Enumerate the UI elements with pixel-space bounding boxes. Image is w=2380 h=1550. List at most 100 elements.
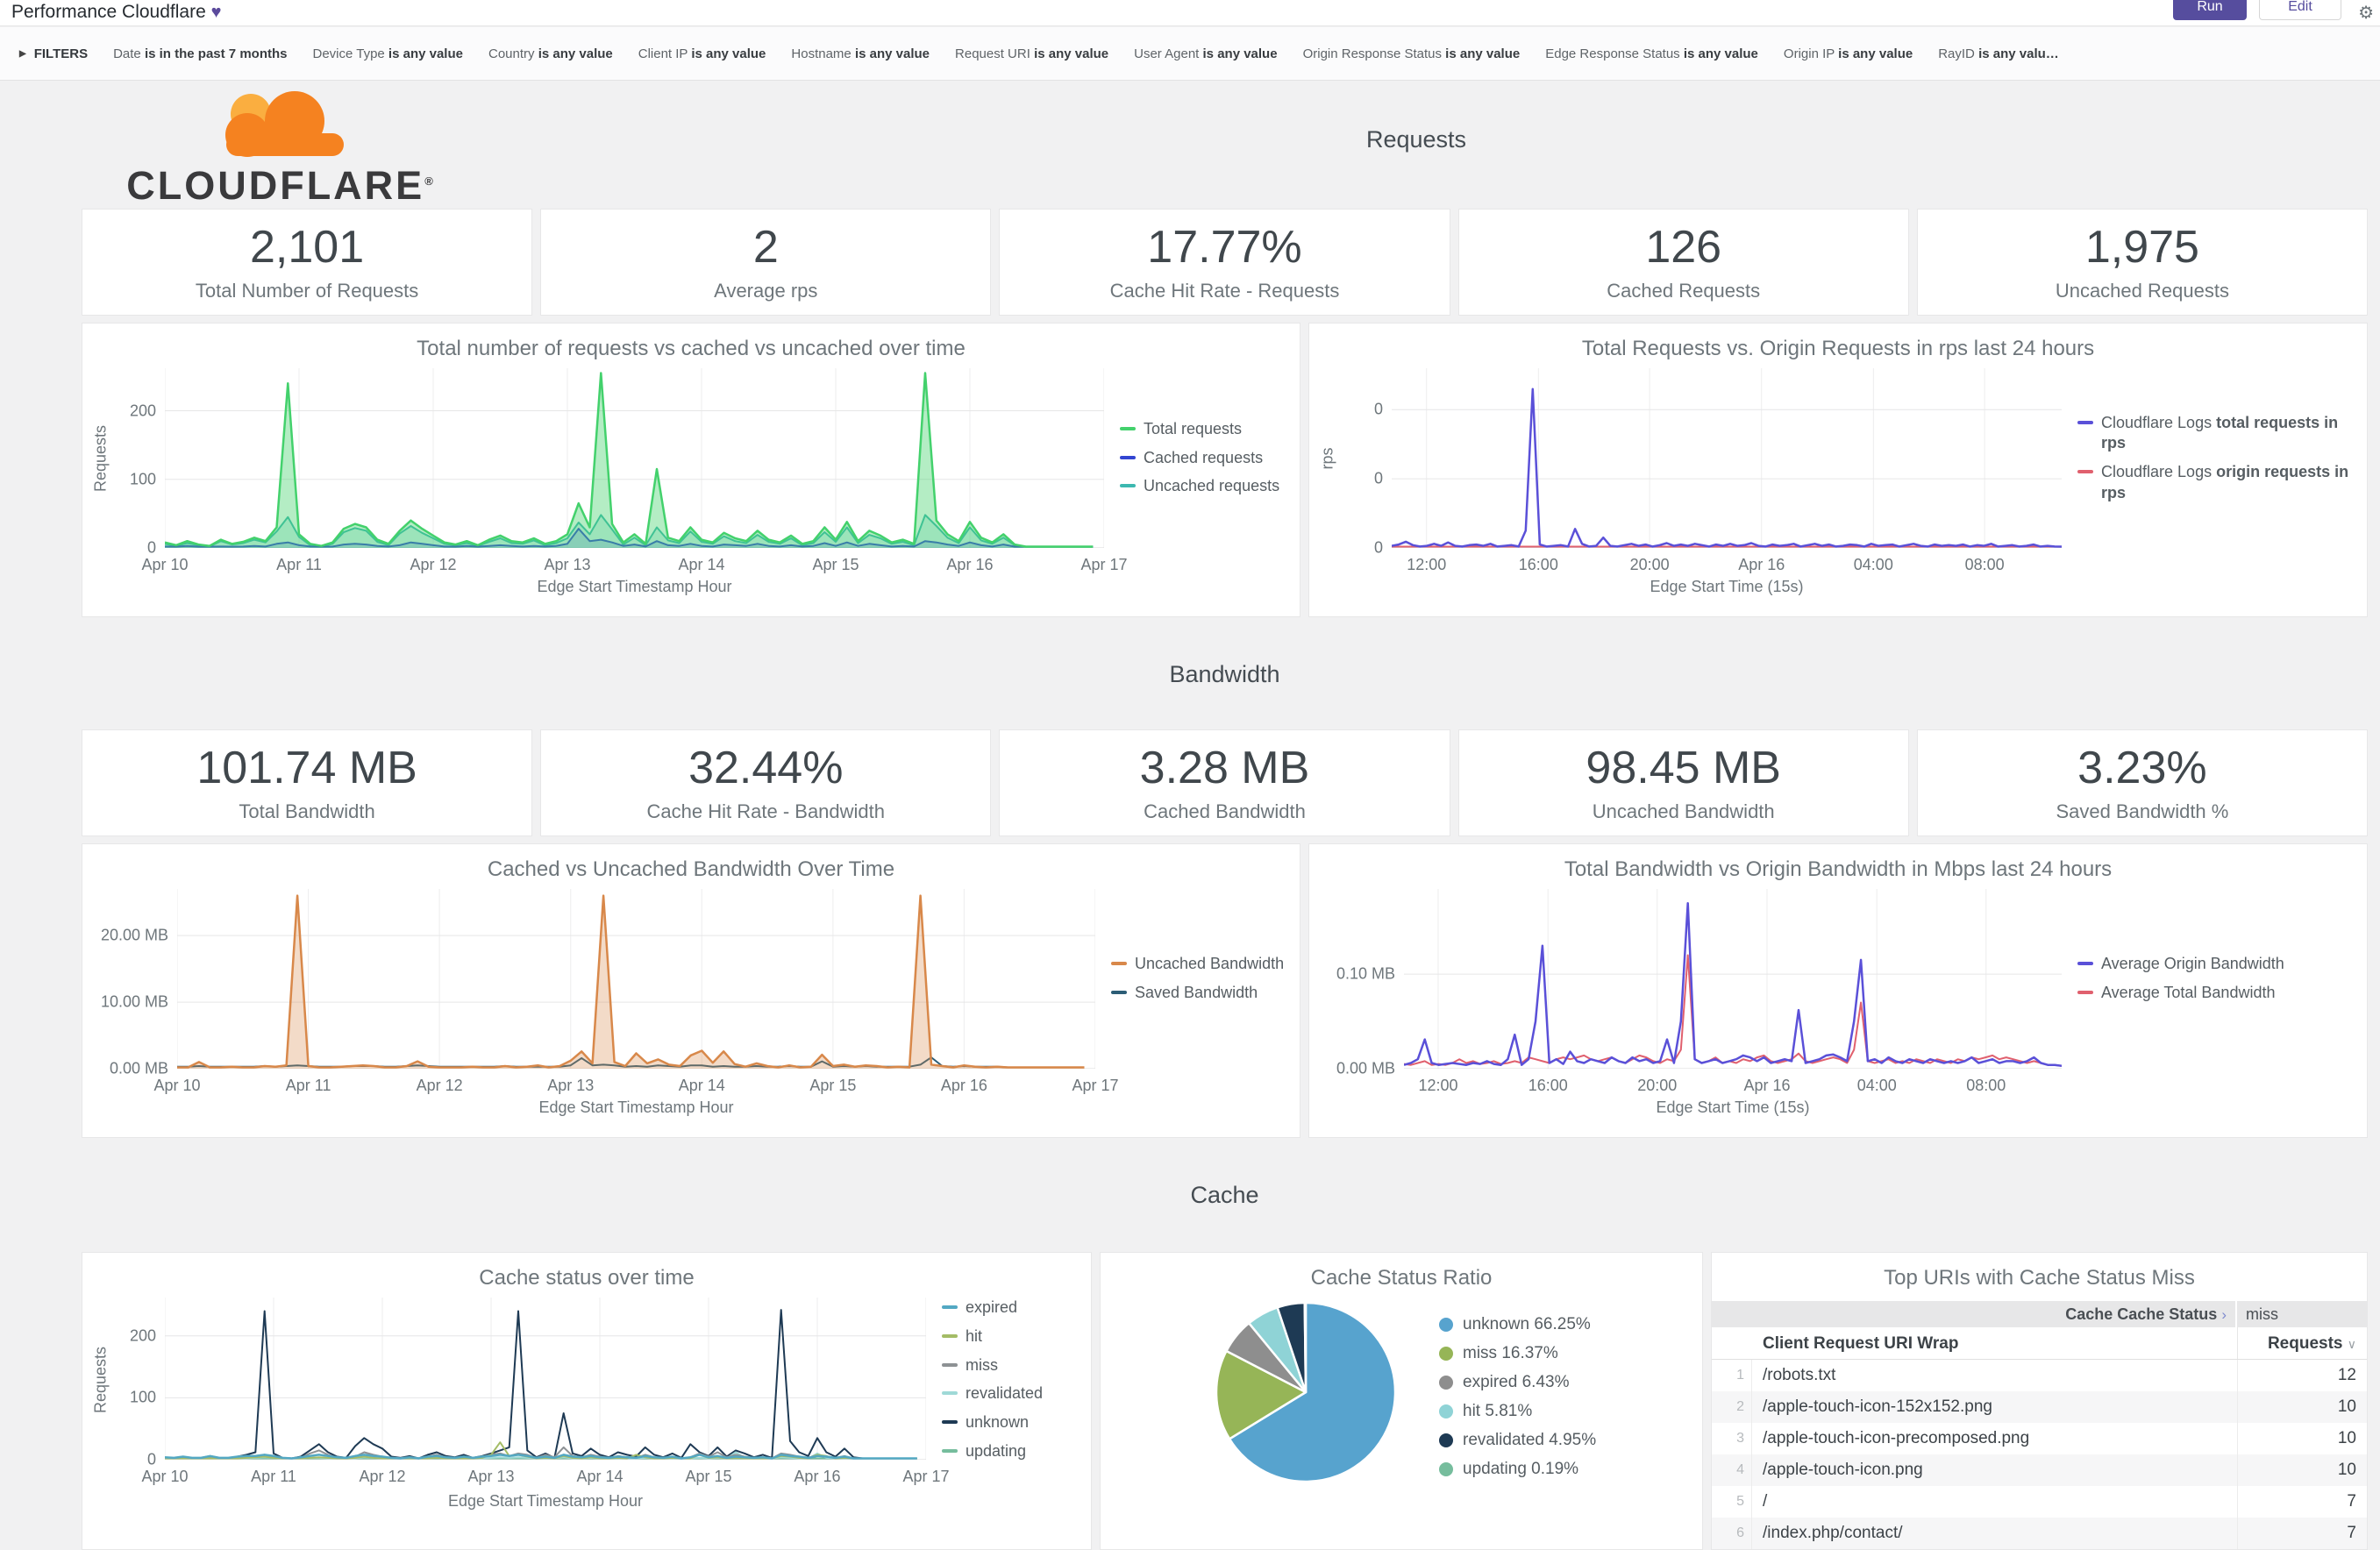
legend-item[interactable]: Cloudflare Logs total requests in rps <box>2077 413 2360 455</box>
pie-cache-status-ratio[interactable]: unknown 66.25% miss 16.37% expired 6.43% hi… <box>1101 1299 1702 1490</box>
kpi-uncached-bandwidth[interactable]: 98.45 MB Uncached Bandwidth <box>1457 729 1909 836</box>
column-header-uri[interactable]: Client Request URI Wrap <box>1763 1334 1959 1353</box>
x-tick-label: Apr 14 <box>678 1077 725 1094</box>
kpi-average-rps[interactable]: 2 Average rps <box>540 209 992 316</box>
legend-swatch <box>942 1333 958 1338</box>
legend-item[interactable]: revalidated <box>942 1383 1084 1404</box>
plot-area[interactable]: 12:00 16:00 20:00 Apr 16 04:00 08:00 <box>1392 368 2062 573</box>
edit-button[interactable]: Edit <box>2259 0 2341 20</box>
x-tick-label: 12:00 <box>1407 556 1447 573</box>
charts-row-cache: Cache status over time Requests 0 100 200 Ap… <box>82 1252 2368 1550</box>
chart-svg[interactable] <box>1404 889 2062 1069</box>
legend-item[interactable]: hit <box>942 1326 1084 1347</box>
legend-item[interactable]: Average Origin Bandwidth <box>2077 954 2360 975</box>
plot-area[interactable]: 12:00 16:00 20:00 Apr 16 04:00 08:00 <box>1404 889 2062 1094</box>
kpi-label: Cached Requests <box>1607 280 1761 302</box>
kpi-value: 17.77% <box>1147 222 1302 273</box>
pivot-header[interactable]: Cache Cache Status › <box>1712 1301 2237 1327</box>
chart-card-cache-ratio: Cache Status Ratio unknown 66.25% miss 16… <box>1100 1252 1703 1550</box>
kpi-total-requests[interactable]: 2,101 Total Number of Requests <box>82 209 533 316</box>
chart-svg[interactable] <box>177 889 1095 1069</box>
table-row[interactable]: 6/index.php/contact/7 <box>1712 1518 2367 1549</box>
pie-slice-miss[interactable] <box>1215 1349 1308 1440</box>
filter-item[interactable]: Edge Response Status is any value <box>1545 46 1758 61</box>
y-tick-label: 200 <box>129 402 156 419</box>
kpi-cached-bandwidth[interactable]: 3.28 MB Cached Bandwidth <box>999 729 1450 836</box>
chart-bandwidth-24h[interactable]: 0.00 MB 0.10 MB 12:00 16:00 20:00 Apr 16 04:00… <box>1309 889 2367 1117</box>
pie-chart-svg[interactable] <box>1213 1299 1399 1485</box>
pie-legend-item[interactable]: miss 16.37% <box>1439 1344 1596 1363</box>
kpi-uncached-requests[interactable]: 1,975 Uncached Requests <box>1916 209 2368 316</box>
row-number: 2 <box>1712 1391 1752 1423</box>
chart-line-average-origin-bandwidth <box>1404 901 2062 1068</box>
kpi-cache-hit-rate-bandwidth[interactable]: 32.44% Cache Hit Rate - Bandwidth <box>540 729 992 836</box>
plot-area[interactable]: Apr 10 Apr 11 Apr 12 Apr 13 Apr 14 Apr 15 Apr … <box>141 1298 950 1485</box>
legend-item[interactable]: expired <box>942 1298 1084 1319</box>
legend-item[interactable]: Uncached Bandwidth <box>1111 954 1293 975</box>
run-button[interactable]: Run <box>2173 0 2247 20</box>
pie-legend-item[interactable]: updating 0.19% <box>1439 1460 1596 1479</box>
table-row[interactable]: 4/apple-touch-icon.png 10 <box>1712 1454 2367 1486</box>
filter-item[interactable]: Origin Response Status is any value <box>1302 46 1521 61</box>
filter-item[interactable]: Hostname is any value <box>791 46 930 61</box>
chart-requests-over-time[interactable]: Requests 0 100 200 Apr 10 Apr 11 Apr 12 Apr 13 A… <box>82 368 1300 596</box>
pie-slice-updating[interactable] <box>1303 1301 1308 1394</box>
legend-item[interactable]: Cached requests <box>1120 448 1293 469</box>
kpi-total-bandwidth[interactable]: 101.74 MB Total Bandwidth <box>82 729 533 836</box>
chart-cache-status-over-time[interactable]: Requests 0 100 200 Apr 10 Apr 11 Apr 12 Apr 13 A… <box>82 1298 1091 1511</box>
filter-item[interactable]: Country is any value <box>488 46 613 61</box>
filters-caret-icon[interactable]: ▶ <box>19 48 26 59</box>
y-axis-label: Requests <box>91 424 110 492</box>
requests-cell: 7 <box>2237 1486 2367 1518</box>
table-row[interactable]: 2/apple-touch-icon-152x152.png 10 <box>1712 1391 2367 1423</box>
filter-item[interactable]: Date is in the past 7 months <box>113 46 288 61</box>
table-row[interactable]: 5 / 7 <box>1712 1486 2367 1518</box>
pie-legend-item[interactable]: unknown 66.25% <box>1439 1315 1596 1334</box>
chart-rps-24h[interactable]: rps 0 0 0 12:00 16:00 20:00 Apr 16 04:00 08:00 Clo… <box>1309 368 2367 596</box>
chart-svg[interactable] <box>165 368 1104 548</box>
section-title-cache: Cache <box>1190 1182 1259 1208</box>
chart-line-unknown <box>165 1309 917 1460</box>
chart-svg[interactable] <box>1392 368 2062 548</box>
x-tick-label: Apr 17 <box>1080 556 1128 573</box>
filters-label[interactable]: ▶ FILTERS <box>19 46 88 61</box>
legend-item[interactable]: Cloudflare Logs origin requests in rps <box>2077 462 2360 504</box>
kpi-row-requests: 2,101 Total Number of Requests 2 Average r… <box>82 209 2368 316</box>
x-axis-label: Edge Start Time (15s) <box>1650 578 1804 595</box>
filter-item[interactable]: Request URI is any value <box>955 46 1109 61</box>
gear-icon[interactable]: ⚙ <box>2358 4 2374 23</box>
table-row[interactable]: 1/robots.txt 12 <box>1712 1360 2367 1391</box>
filter-item[interactable]: Device Type is any value <box>312 46 463 61</box>
legend-item[interactable]: Saved Bandwidth <box>1111 983 1293 1004</box>
filter-item[interactable]: Client IP is any value <box>638 46 766 61</box>
chart-bandwidth-over-time[interactable]: 0.00 MB 10.00 MB 20.00 MB Apr 10 Apr 11 Apr 1… <box>82 889 1300 1117</box>
registered-mark: ® <box>424 174 433 188</box>
legend-item[interactable]: Average Total Bandwidth <box>2077 983 2360 1004</box>
kpi-saved-bandwidth-pct[interactable]: 3.23% Saved Bandwidth % <box>1916 729 2368 836</box>
filter-item[interactable]: Origin IP is any value <box>1783 46 1913 61</box>
legend-item[interactable]: Uncached requests <box>1120 476 1293 497</box>
plot-area[interactable]: Apr 10 Apr 11 Apr 12 Apr 13 Apr 14 Apr 15 Apr … <box>153 889 1119 1094</box>
legend-dot <box>1439 1433 1453 1447</box>
kpi-cached-requests[interactable]: 126 Cached Requests <box>1457 209 1909 316</box>
x-tick-label: 08:00 <box>1964 556 2005 573</box>
pie-legend-item[interactable]: expired 6.43% <box>1439 1373 1596 1392</box>
chart-line-average-total-bandwidth <box>1404 954 2062 1067</box>
kpi-cache-hit-rate-requests[interactable]: 17.77% Cache Hit Rate - Requests <box>999 209 1450 316</box>
filter-item[interactable]: RayID is any valu… <box>1938 46 2059 61</box>
legend-item[interactable]: miss <box>942 1355 1084 1376</box>
pie-legend-item[interactable]: revalidated 4.95% <box>1439 1431 1596 1450</box>
filter-item[interactable]: User Agent is any value <box>1134 46 1278 61</box>
legend-item[interactable]: updating <box>942 1441 1084 1462</box>
pie-legend-item[interactable]: hit 5.81% <box>1439 1402 1596 1421</box>
plot-area[interactable]: Apr 10 Apr 11 Apr 12 Apr 13 Apr 14 Apr 15 Apr … <box>141 368 1128 573</box>
filters-label-text: FILTERS <box>33 46 89 61</box>
legend-item[interactable]: Total requests <box>1120 419 1293 440</box>
logo-row: CLOUDFLARE® Requests <box>82 84 2368 207</box>
table-row[interactable]: 3/apple-touch-icon-precomposed.png 10 <box>1712 1423 2367 1454</box>
column-header-requests[interactable]: Requests ∨ <box>2237 1327 2367 1359</box>
x-tick-label: Apr 12 <box>416 1077 463 1094</box>
pie-slice-unknown[interactable] <box>1228 1301 1397 1483</box>
chart-svg[interactable] <box>165 1298 926 1460</box>
legend-item[interactable]: unknown <box>942 1412 1084 1433</box>
